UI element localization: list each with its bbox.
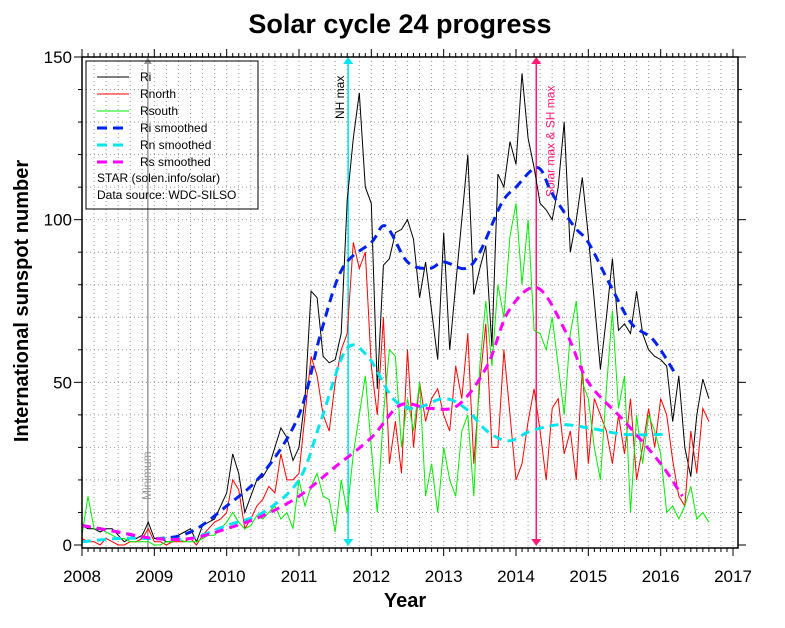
minimum-label: Minimum <box>140 451 154 500</box>
legend-note: STAR (solen.info/solar) <box>97 171 220 185</box>
x-tick-label: 2017 <box>714 567 752 586</box>
legend-entry: Rn smoothed <box>140 138 211 152</box>
nh-max-label: NH max <box>333 76 347 119</box>
x-tick-label: 2016 <box>642 567 680 586</box>
max-marker-arrow-bottom <box>343 539 354 546</box>
legend-entry: Rnorth <box>140 87 176 101</box>
series-lines <box>81 73 710 546</box>
max-marker-arrow-top <box>343 57 354 64</box>
x-tick-label: 2015 <box>569 567 607 586</box>
series-line-rsouth <box>81 203 710 546</box>
series-line-ri-smoothed <box>81 166 678 540</box>
legend: Ri Rnorth Rsouth Ri smoothed Rn smoothed Rs s… <box>85 60 259 210</box>
legend-entry: Ri <box>140 70 151 84</box>
x-axis-label: Year <box>384 590 426 612</box>
series-line-rn-smoothed <box>81 343 668 544</box>
y-tick-label: 0 <box>63 536 72 555</box>
legend-entry: Rs smoothed <box>140 155 211 169</box>
x-tick-label: 2013 <box>425 567 463 586</box>
y-axis-label: International sunspot number <box>11 160 33 442</box>
x-tick-label: 2012 <box>352 567 390 586</box>
solar-max-label: Solar max & SH max <box>543 86 557 197</box>
max-marker-arrow-bottom <box>531 539 542 546</box>
y-tick-label: 100 <box>44 211 72 230</box>
x-tick-label: 2014 <box>497 567 535 586</box>
series-line-rs-smoothed <box>81 285 684 542</box>
y-tick-label: 150 <box>44 48 72 67</box>
x-tick-label: 2008 <box>63 567 101 586</box>
legend-box <box>85 60 259 210</box>
x-tick-label: 2011 <box>281 567 318 586</box>
axes: 2008 2009 2010 2011 2012 2013 2014 2015 2016 2017… <box>44 48 752 586</box>
legend-entry: Ri smoothed <box>140 121 207 135</box>
chart-title: Solar cycle 24 progress <box>248 9 551 39</box>
legend-note: Data source: WDC-SILSO <box>97 188 236 202</box>
max-marker-arrow-top <box>531 57 542 64</box>
legend-entry: Rsouth <box>140 104 178 118</box>
x-tick-label: 2009 <box>135 567 173 586</box>
x-tick-label: 2010 <box>208 567 246 586</box>
series-line-ri <box>81 73 710 543</box>
annotations: Minimum NH max Solar max & SH max <box>140 57 557 548</box>
y-tick-label: 50 <box>53 373 72 392</box>
plot-frame <box>81 56 739 549</box>
